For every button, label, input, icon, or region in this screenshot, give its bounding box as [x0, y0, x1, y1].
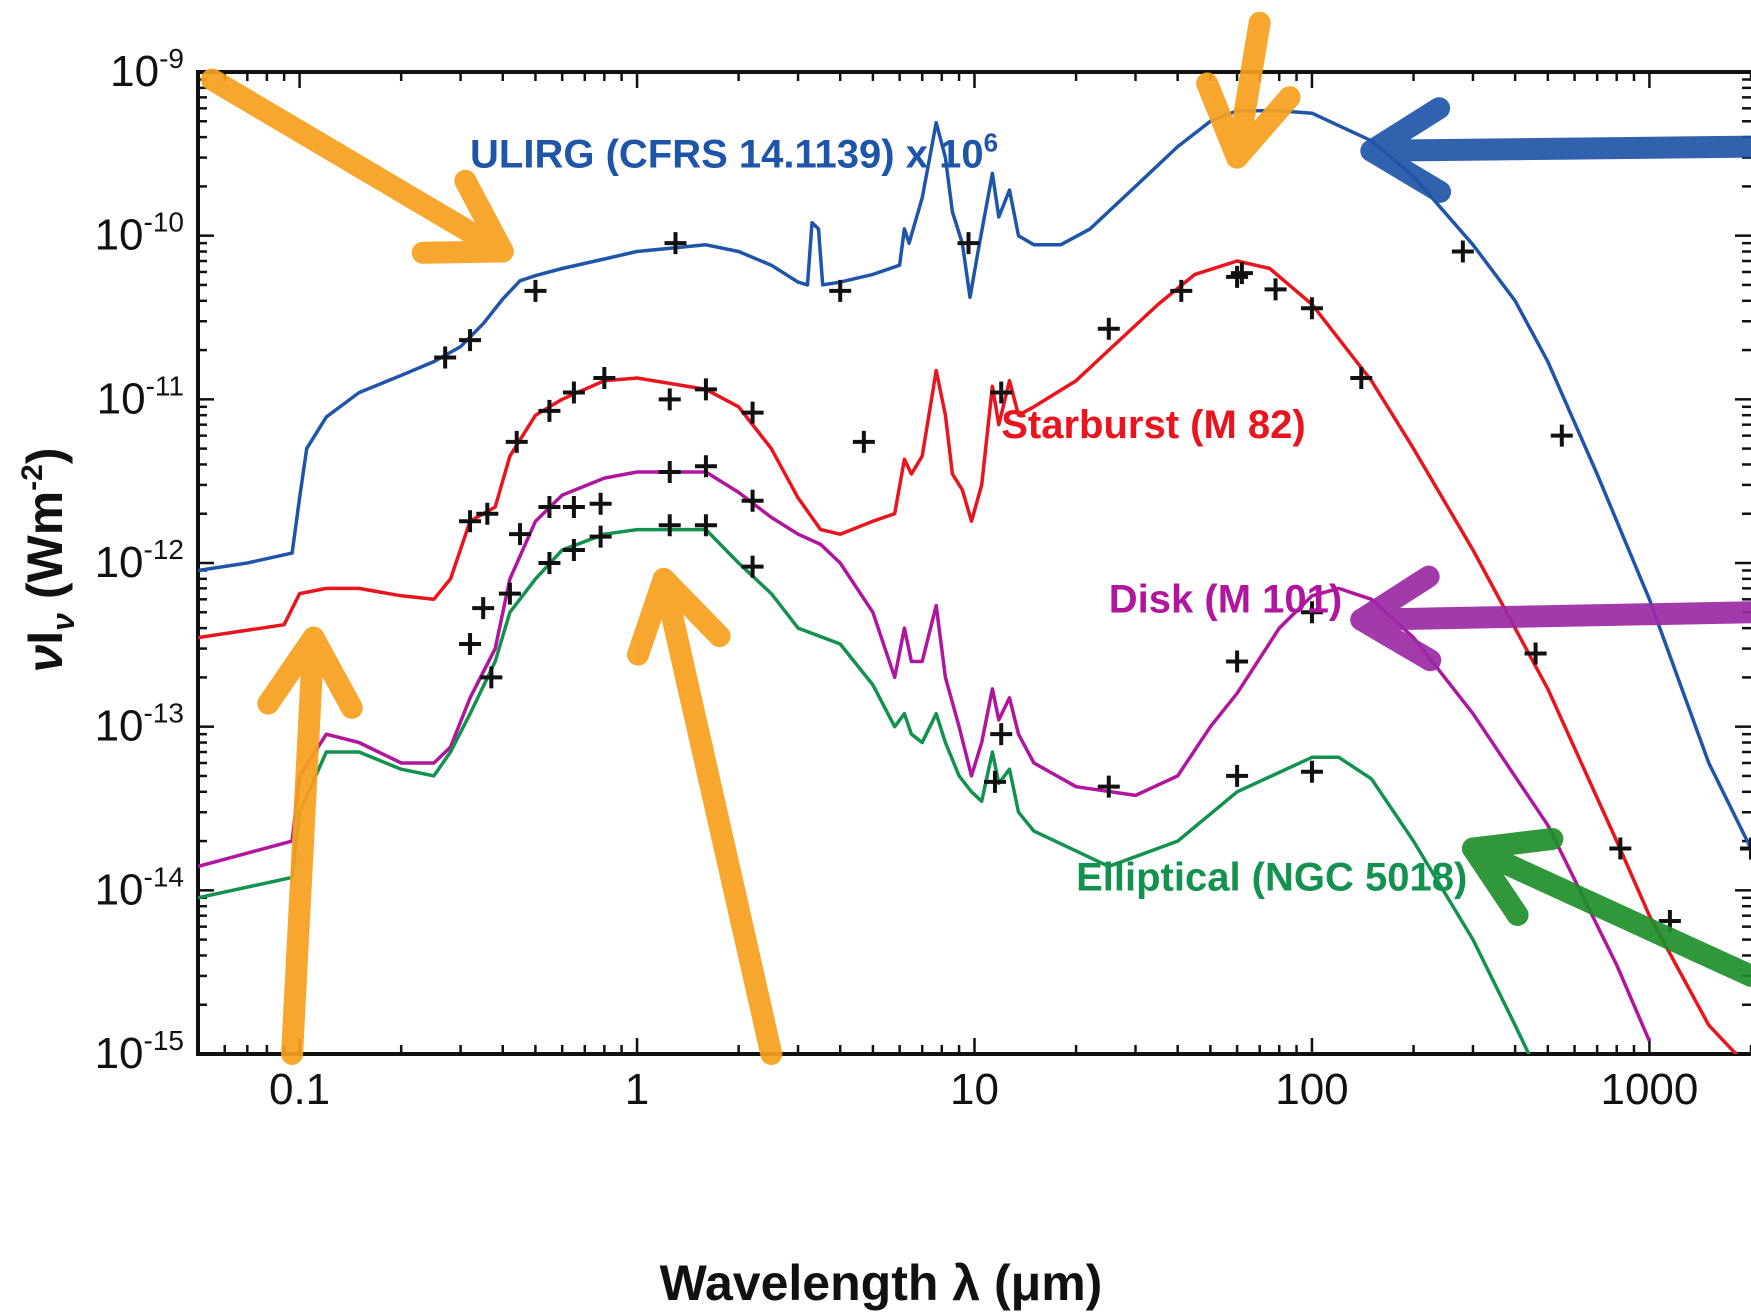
annotation-arrow: [1360, 97, 1751, 203]
data-point: [990, 723, 1013, 746]
data-point: [852, 430, 875, 453]
data-point: [658, 460, 681, 483]
data-point: [593, 367, 616, 390]
data-point: [524, 279, 547, 302]
data-point: [1300, 601, 1323, 624]
data-point: [505, 430, 528, 453]
data-point: [459, 632, 482, 655]
y-axis-title-unit-exp: -2: [16, 464, 49, 491]
data-point: [538, 399, 561, 422]
data-point: [1300, 760, 1323, 783]
data-point: [1550, 424, 1573, 447]
data-point: [829, 279, 852, 302]
data-point: [664, 232, 687, 255]
annotation-arrow: [627, 567, 783, 1065]
data-point: [538, 552, 561, 574]
data-point: [1350, 367, 1373, 390]
series-line-3: [198, 527, 1531, 1054]
annotation-arrows: [200, 11, 1751, 1065]
data-point: [459, 510, 482, 533]
axis-ticks: 0.1 1 10 100 1000 10-9 10-10 10-11 10-12 10-13 10-…: [95, 43, 1751, 1114]
y-axis-title-close: ): [17, 447, 73, 464]
y-tick-label: 10-12: [95, 534, 184, 587]
data-point: [480, 666, 503, 689]
data-point: [1097, 775, 1120, 798]
annotation-arrow: [1350, 565, 1751, 672]
series-line-1: [198, 259, 1739, 1054]
data-point: [957, 232, 980, 255]
data-point: [472, 597, 495, 620]
data-point: [658, 514, 681, 537]
x-tick-label: 10: [950, 1065, 999, 1114]
data-point: [741, 401, 764, 424]
data-point: [476, 502, 499, 525]
y-axis-title-sub: ν: [45, 613, 81, 631]
x-tick-label: 1000: [1600, 1065, 1698, 1114]
x-tick-label: 0.1: [269, 1065, 330, 1114]
data-point: [589, 525, 612, 548]
data-point: [741, 555, 764, 578]
data-point: [741, 489, 764, 512]
series-labels: ULIRG (CFRS 14.1139) x 106 Starburst (M 8…: [470, 128, 1467, 900]
data-point: [1230, 262, 1253, 285]
data-point: [1170, 279, 1193, 302]
data-point: [990, 381, 1013, 404]
annotation-arrow: [257, 626, 363, 1065]
data-point: [538, 495, 561, 518]
series-label-3: Elliptical (NGC 5018): [1076, 855, 1467, 899]
x-tick-label: 100: [1275, 1065, 1348, 1114]
x-axis-title: Wavelength λ (μm): [660, 1255, 1103, 1311]
data-point: [1609, 837, 1632, 860]
y-axis-title-unit: (Wm: [17, 491, 73, 613]
y-axis-title: νIν (Wm-2): [16, 447, 81, 672]
data-point: [562, 539, 585, 562]
data-point: [1097, 317, 1120, 340]
data-point: [983, 770, 1006, 793]
y-tick-label: 10-9: [110, 43, 184, 96]
data-point: [1300, 297, 1323, 320]
data-point: [1226, 650, 1249, 673]
annotation-arrow: [200, 68, 514, 264]
data-point: [589, 492, 612, 515]
series-label-2: Disk (M 101): [1109, 577, 1342, 621]
data-points-layer: [434, 232, 1751, 932]
data-point: [1524, 642, 1547, 665]
series-label-0: ULIRG (CFRS 14.1139) x 106: [470, 128, 998, 177]
data-point: [434, 346, 457, 369]
data-point: [694, 378, 717, 401]
data-point: [1264, 278, 1287, 301]
data-point: [459, 329, 482, 352]
data-point: [1226, 764, 1249, 787]
data-point: [658, 388, 681, 411]
data-point: [562, 381, 585, 404]
y-tick-label: 10-10: [95, 207, 184, 260]
y-axis-title-prefix: ν: [17, 645, 73, 673]
data-point: [1226, 265, 1249, 288]
y-tick-label: 10-11: [97, 370, 184, 423]
y-tick-label: 10-14: [95, 861, 184, 914]
y-tick-label: 10-15: [95, 1025, 184, 1078]
y-tick-label: 10-13: [95, 698, 184, 751]
data-point: [694, 514, 717, 537]
annotation-arrow: [1196, 11, 1301, 169]
data-point: [509, 523, 532, 546]
series-label-1: Starburst (M 82): [1001, 403, 1306, 447]
data-point: [694, 455, 717, 478]
data-point: [498, 582, 521, 605]
series-line-2: [198, 470, 1652, 1042]
annotation-arrow: [1461, 827, 1751, 987]
data-point: [1740, 837, 1751, 860]
x-tick-label: 1: [625, 1065, 649, 1114]
data-point: [1451, 240, 1474, 263]
data-point: [562, 495, 585, 518]
y-axis-title-base: I: [17, 631, 73, 645]
